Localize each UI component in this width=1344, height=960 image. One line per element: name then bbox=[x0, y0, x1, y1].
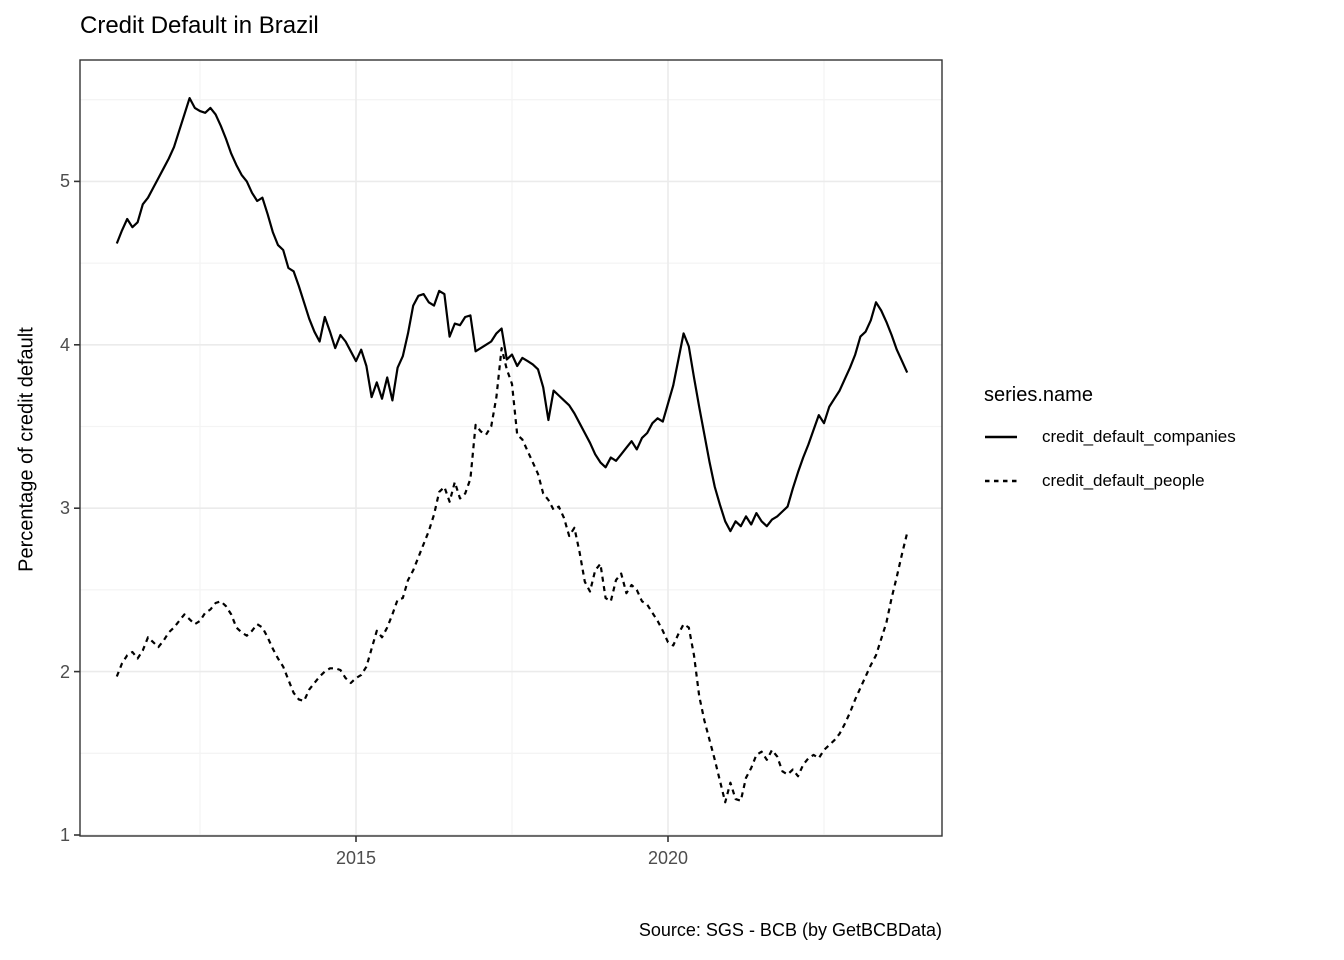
legend: series.name credit_default_companies cre… bbox=[984, 384, 1236, 513]
source-caption: Source: SGS - BCB (by GetBCBData) bbox=[638, 920, 942, 940]
chart-title: Credit Default in Brazil bbox=[80, 12, 319, 39]
y-tick-label: 1 bbox=[59, 825, 70, 845]
legend-label: credit_default_people bbox=[1042, 471, 1205, 490]
series-line-credit_default_people bbox=[115, 347, 909, 804]
x-tick-label: 2015 bbox=[335, 848, 377, 868]
series-line-credit_default_companies bbox=[115, 96, 909, 533]
y-tick-label: 5 bbox=[59, 171, 70, 192]
y-tick-label: 2 bbox=[59, 661, 70, 682]
plot-panel bbox=[80, 60, 942, 836]
legend-entry-companies: credit_default_companies bbox=[984, 425, 1236, 449]
panel-border bbox=[79, 59, 943, 837]
legend-label: credit_default_companies bbox=[1042, 427, 1236, 446]
y-axis-label: Percentage of credit default bbox=[15, 327, 38, 572]
dashed-line-key-icon bbox=[985, 479, 1017, 483]
x-tick-label: 2020 bbox=[647, 848, 689, 868]
y-tick-label: 4 bbox=[59, 334, 70, 355]
legend-entry-people: credit_default_people bbox=[984, 469, 1236, 493]
y-tick-label: 3 bbox=[59, 498, 70, 519]
legend-title: series.name bbox=[984, 384, 1093, 406]
solid-line-key-icon bbox=[985, 435, 1017, 439]
